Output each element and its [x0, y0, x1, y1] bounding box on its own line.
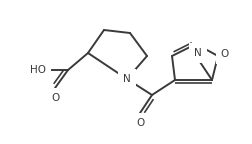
Text: N: N	[123, 74, 130, 84]
Text: N: N	[193, 48, 201, 58]
Text: O: O	[220, 49, 228, 59]
Text: O: O	[136, 118, 145, 128]
Text: HO: HO	[30, 65, 46, 75]
Text: O: O	[52, 93, 60, 103]
